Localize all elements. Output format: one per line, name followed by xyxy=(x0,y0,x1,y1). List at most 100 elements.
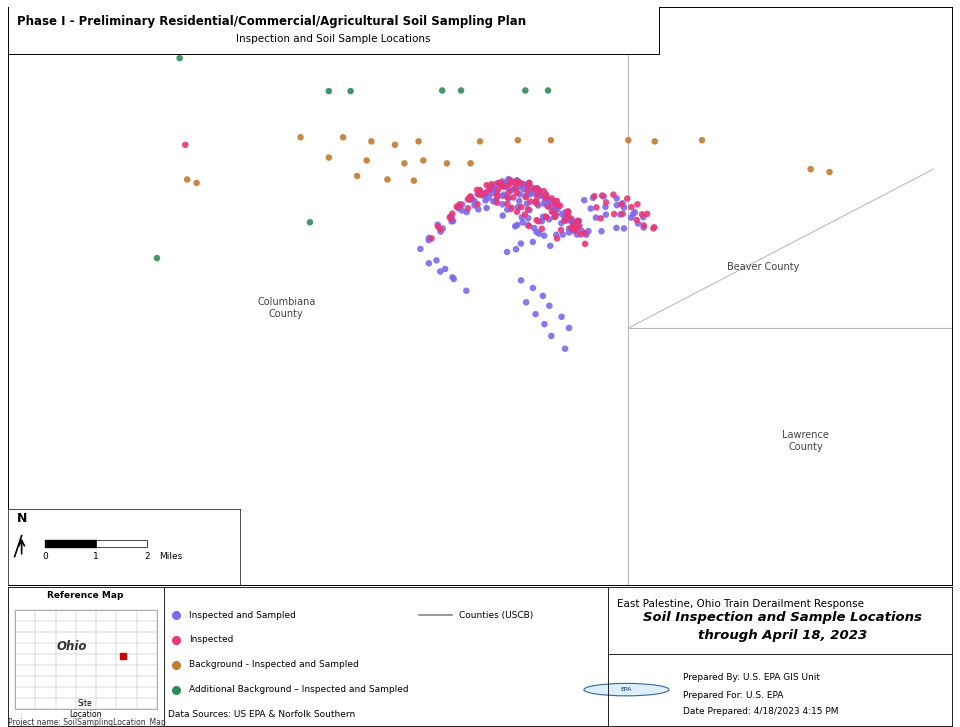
Point xyxy=(598,209,613,220)
Point xyxy=(506,192,521,204)
Point xyxy=(558,206,573,218)
Point xyxy=(547,211,563,222)
Point xyxy=(490,189,505,201)
Point xyxy=(451,201,467,212)
Point xyxy=(499,175,515,187)
Text: Soil Inspection and Sample Locations
through April 18, 2023: Soil Inspection and Sample Locations thr… xyxy=(643,611,922,642)
Point xyxy=(502,179,517,190)
Point xyxy=(511,176,526,188)
Point xyxy=(544,206,560,217)
Point xyxy=(510,134,525,146)
Point xyxy=(554,208,569,220)
Point xyxy=(517,209,533,220)
Point xyxy=(387,139,402,150)
Point xyxy=(471,188,487,200)
Point xyxy=(452,198,468,210)
Point xyxy=(646,222,661,234)
Point xyxy=(507,176,522,188)
Point xyxy=(543,195,559,206)
Point xyxy=(343,85,358,97)
Point xyxy=(529,214,544,226)
Point xyxy=(484,183,499,195)
Point xyxy=(581,225,596,237)
Point xyxy=(530,188,545,200)
Point xyxy=(615,208,631,220)
Point xyxy=(511,201,526,213)
Point xyxy=(574,225,589,237)
Point xyxy=(463,193,478,204)
Point xyxy=(499,204,515,215)
Point xyxy=(517,190,533,202)
Point xyxy=(505,177,520,188)
Point xyxy=(532,190,547,202)
Point xyxy=(616,201,632,213)
Point xyxy=(470,204,486,215)
Text: Inspection and Soil Sample Locations: Inspection and Soil Sample Locations xyxy=(236,34,431,44)
Point xyxy=(520,180,536,191)
Point xyxy=(606,189,621,201)
Point xyxy=(619,193,635,204)
Point xyxy=(539,190,554,201)
Circle shape xyxy=(584,683,669,696)
Point xyxy=(491,184,506,196)
Point xyxy=(520,185,536,196)
Point xyxy=(494,176,510,188)
Point xyxy=(555,229,570,241)
Point xyxy=(481,192,496,204)
Point xyxy=(515,212,530,223)
Point xyxy=(430,221,445,233)
Point xyxy=(560,214,575,226)
Point xyxy=(487,183,502,195)
Bar xyxy=(15,609,156,709)
Point xyxy=(534,215,549,227)
Point xyxy=(453,84,468,96)
FancyBboxPatch shape xyxy=(8,4,660,54)
Point xyxy=(463,158,478,169)
Point xyxy=(479,180,494,191)
Point xyxy=(565,217,581,229)
Point xyxy=(449,201,465,212)
Point xyxy=(489,195,504,206)
Point xyxy=(565,220,581,231)
Point xyxy=(440,158,455,169)
Point xyxy=(631,217,646,229)
Point xyxy=(464,193,479,204)
Point xyxy=(433,266,448,278)
Point xyxy=(565,223,581,235)
Point xyxy=(577,194,592,206)
Text: Columbiana
County: Columbiana County xyxy=(257,297,316,318)
Point xyxy=(624,201,639,213)
Point xyxy=(594,225,610,237)
Point xyxy=(509,244,524,255)
Point xyxy=(539,211,554,222)
Point xyxy=(510,175,525,187)
Point xyxy=(577,228,592,239)
Point xyxy=(474,189,490,201)
Point xyxy=(459,206,474,218)
Text: 2: 2 xyxy=(144,552,150,561)
Point xyxy=(547,198,563,209)
Point xyxy=(520,220,536,231)
Point xyxy=(524,185,540,197)
Point xyxy=(544,193,560,204)
Point xyxy=(609,193,624,204)
Point xyxy=(573,228,588,240)
Point xyxy=(558,343,573,355)
Text: Site
Location: Site Location xyxy=(69,699,102,718)
Point xyxy=(568,224,584,236)
Point xyxy=(472,135,488,147)
Point xyxy=(442,212,457,223)
Point xyxy=(504,202,519,214)
Point xyxy=(557,215,572,227)
Point xyxy=(549,196,564,207)
Point xyxy=(421,257,437,269)
Text: Additional Background – Inspected and Sampled: Additional Background – Inspected and Sa… xyxy=(189,685,409,694)
Text: Beaver County: Beaver County xyxy=(728,262,800,273)
Point xyxy=(529,198,544,209)
Text: Data Sources: US EPA & Norfolk Southern: Data Sources: US EPA & Norfolk Southern xyxy=(168,710,355,719)
Point xyxy=(432,223,447,235)
Point xyxy=(462,192,477,204)
Point xyxy=(416,155,431,166)
Text: Prepared By: U.S. EPA GIS Unit: Prepared By: U.S. EPA GIS Unit xyxy=(684,672,820,682)
Point xyxy=(517,84,533,96)
